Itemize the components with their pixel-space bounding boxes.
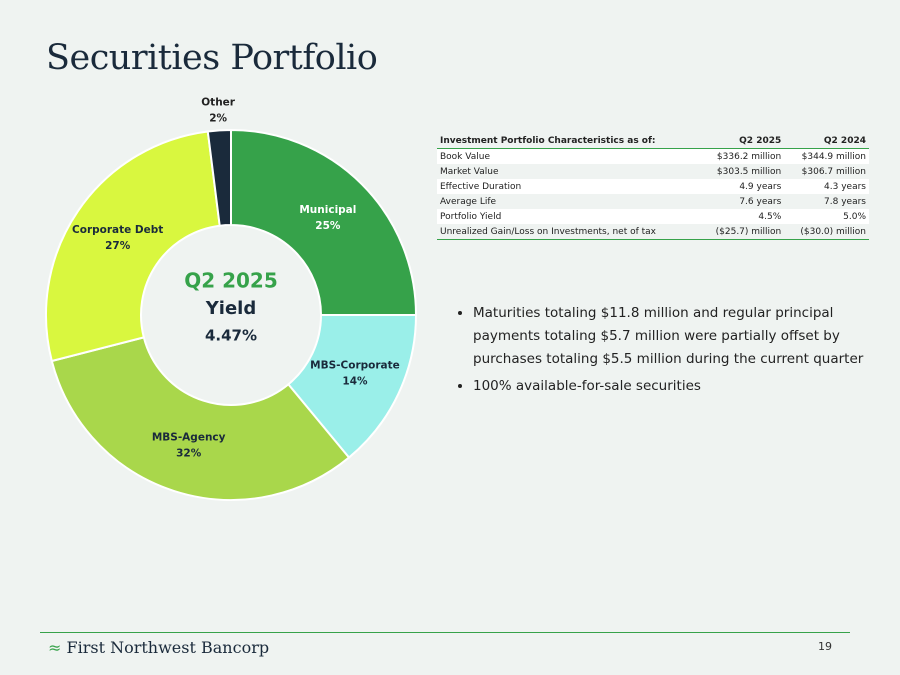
slice-value-label: 32%: [176, 447, 202, 459]
table-cell: 4.9 years: [699, 179, 785, 194]
slice-label: MBS-Corporate: [310, 359, 400, 371]
bullet-list: Maturities totaling $11.8 million and re…: [455, 302, 883, 402]
donut-chart: Municipal 25% MBS-Corporate 14% MBS-Agency 32…: [45, 96, 418, 501]
company-name: First Northwest Bancorp: [66, 638, 270, 657]
table-row: Average Life 7.6 years 7.8 years: [437, 194, 869, 209]
center-text: Yield: [205, 298, 256, 319]
center-text: Q2 2025: [184, 269, 278, 293]
slice-value-label: 2%: [209, 112, 227, 124]
donut-slice: [50, 336, 351, 501]
company-logo: ≈ First Northwest Bancorp: [48, 638, 270, 657]
footer-rule: [40, 632, 850, 633]
table-cell: Market Value: [440, 166, 499, 177]
table-cell: $306.7 million: [801, 166, 866, 177]
donut-slice: [45, 130, 221, 363]
center-text: 4.47%: [205, 327, 257, 345]
slice-label: Municipal: [299, 204, 356, 216]
table-cell: ($30.0) million: [784, 224, 869, 240]
table-cell: 4.5%: [699, 209, 785, 224]
table-cell: 4.3 years: [784, 179, 869, 194]
table-header-cell: Investment Portfolio Characteristics as …: [437, 134, 700, 149]
table-row: Book Value $336.2 million $344.9 million: [437, 148, 869, 164]
table-cell: Unrealized Gain/Loss on Investments, net…: [437, 224, 700, 240]
table-row: Market Value $303.5 million $306.7 million: [437, 164, 869, 179]
table-cell: $344.9 million: [784, 148, 869, 164]
donut-slice: [206, 128, 232, 227]
table-cell: 7.6 years: [739, 196, 782, 207]
table-header-cell: Q2 2024: [784, 134, 869, 149]
page-number: 19: [818, 640, 832, 653]
table-cell: $336.2 million: [699, 148, 785, 164]
slice-value-label: 14%: [342, 375, 368, 387]
table-cell: Book Value: [437, 148, 700, 164]
bullet-item: 100% available-for-sale securities: [473, 375, 883, 398]
donut-slice: [230, 128, 418, 316]
table-row: Portfolio Yield 4.5% 5.0%: [437, 209, 869, 224]
table-cell: Average Life: [440, 196, 497, 207]
table-cell: 7.8 years: [824, 196, 866, 207]
slice-label: Corporate Debt: [72, 224, 163, 236]
slice-label: Other: [201, 96, 236, 108]
table-header-cell: Q2 2025: [699, 134, 785, 149]
characteristics-table: Investment Portfolio Characteristics as …: [437, 134, 869, 240]
table-cell: ($25.7) million: [699, 224, 785, 240]
slide-title: Securities Portfolio: [46, 38, 378, 78]
table-row: Unrealized Gain/Loss on Investments, net…: [437, 224, 869, 240]
table-row: Effective Duration 4.9 years 4.3 years: [437, 179, 869, 194]
slice-value-label: 25%: [315, 220, 341, 232]
slice-label: MBS-Agency: [152, 431, 226, 443]
table-cell: 5.0%: [784, 209, 869, 224]
slice-value-label: 27%: [105, 240, 131, 252]
table-cell: Portfolio Yield: [437, 209, 700, 224]
bullet-item: Maturities totaling $11.8 million and re…: [473, 302, 883, 371]
table-cell: $303.5 million: [716, 166, 782, 177]
table-cell: Effective Duration: [437, 179, 700, 194]
